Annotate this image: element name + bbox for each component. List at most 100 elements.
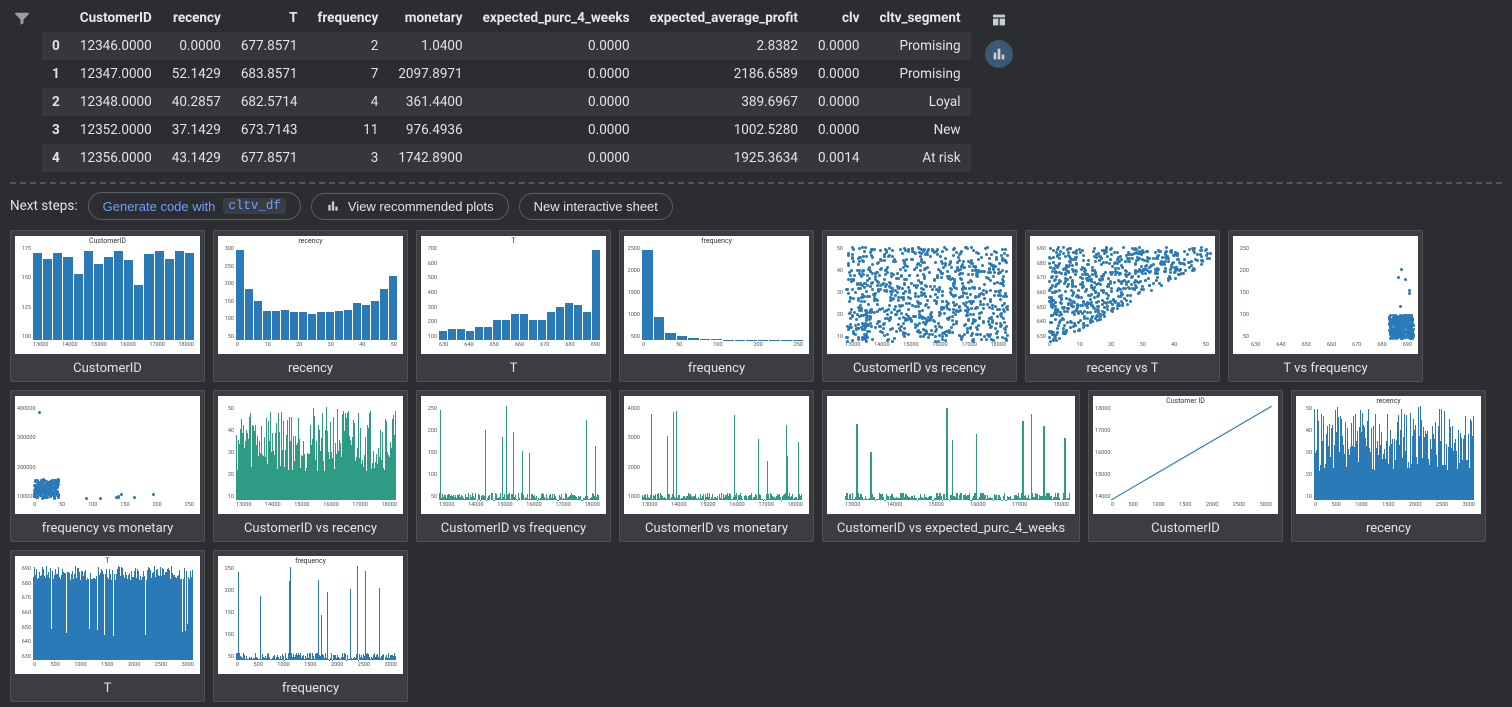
table-cell: 4 [42,144,70,172]
table-cell: 3 [42,116,70,144]
plot-thumbnail: Customer ID18000170001600015000140000500… [1093,396,1278,514]
table-cell: 0.0000 [473,32,640,60]
plot-label: CustomerID vs expected_purc_4_weeks [823,519,1079,541]
table-cell: 389.6967 [640,88,808,116]
table-cell: 682.5714 [231,88,308,116]
section-divider [10,182,1502,184]
plot-thumbnail: 5040302010130001400015000160001700018000 [827,236,1012,354]
table-cell: 12346.0000 [70,32,162,60]
plot-card[interactable]: 2502001501005013000140001500016000170001… [416,390,611,542]
table-row: 112347.000052.1429683.857172097.89710.00… [42,60,971,88]
plot-card[interactable]: 69068067066065064063001020304050recency … [1025,230,1220,382]
column-header: clv [808,4,870,32]
plot-thumbnail: 2502001501005013000140001500016000170001… [421,396,606,514]
chart-view-button[interactable] [985,40,1013,68]
plot-card[interactable]: 5040302010130001400015000160001700018000… [213,390,408,542]
plot-label: T [417,359,610,381]
filter-icon[interactable] [10,6,34,30]
table-row: 212348.000040.2857682.57144361.44000.000… [42,88,971,116]
plot-thumbnail: recency504030201005001000150020002500300… [1296,396,1481,514]
new-interactive-sheet-button[interactable]: New interactive sheet [519,193,673,220]
next-steps-bar: Next steps: Generate code with cltv_df V… [10,192,1502,220]
plots-grid: CustomerID175150125100130001400015000160… [10,230,1502,702]
table-cell: 0.0000 [473,144,640,172]
table-cell: 0.0000 [473,88,640,116]
plot-label: CustomerID vs monetary [620,519,813,541]
plot-card[interactable]: CustomerID175150125100130001400015000160… [10,230,205,382]
table-cell: 3 [308,144,389,172]
generate-code-prefix: Generate code with [103,199,216,214]
plot-thumbnail: 5040302010130001400015000160001700018000 [218,396,403,514]
view-recommended-plots-button[interactable]: View recommended plots [311,193,509,220]
plot-label: CustomerID [1089,519,1282,541]
table-cell: 0.0014 [808,144,870,172]
plot-thumbnail: T690680670660650640630050010001500200025… [15,556,200,674]
generate-code-button[interactable]: Generate code with cltv_df [88,192,301,220]
column-header: CustomerID [70,4,162,32]
column-header: expected_purc_4_weeks [473,4,640,32]
table-cell: 0 [42,32,70,60]
table-cell: 40.2857 [162,88,231,116]
plot-label: T [11,679,204,701]
table-cell: New [869,116,970,144]
table-row: 012346.00000.0000677.857121.04000.00002.… [42,32,971,60]
table-cell: 976.4936 [388,116,472,144]
plot-label: frequency [214,679,407,701]
table-cell: 677.8571 [231,144,308,172]
table-cell: 12347.0000 [70,60,162,88]
plot-card[interactable]: 25020015010050630640650660670680690T vs … [1228,230,1423,382]
plot-label: CustomerID vs recency [214,519,407,541]
table-cell: 673.7143 [231,116,308,144]
plot-thumbnail: 69068067066065064063001020304050 [1030,236,1215,354]
table-cell: 11 [308,116,389,144]
plot-card[interactable]: 5040302010130001400015000160001700018000… [822,230,1017,382]
table-cell: Loyal [869,88,970,116]
plot-label: recency [1292,519,1485,541]
table-cell: 12348.0000 [70,88,162,116]
plot-label: recency [214,359,407,381]
plot-thumbnail: 130001400015000160001700018000 [827,396,1075,514]
plot-thumbnail: 4000300020001000130001400015000160001700… [624,396,809,514]
table-cell: 12352.0000 [70,116,162,144]
plot-thumbnail: CustomerID175150125100130001400015000160… [15,236,200,354]
generate-code-var: cltv_df [223,198,286,214]
plot-label: frequency [620,359,813,381]
plot-card[interactable]: 130001400015000160001700018000 CustomerID… [822,390,1080,542]
plot-thumbnail: recency3002502001501005001020304050 [218,236,403,354]
column-header [42,4,70,32]
plot-card[interactable]: recency504030201005001000150020002500300… [1291,390,1486,542]
table-cell: 4 [308,88,389,116]
plot-card[interactable]: T690680670660650640630050010001500200025… [10,550,205,702]
table-cell: 1925.3634 [640,144,808,172]
table-cell: 37.1429 [162,116,231,144]
plot-thumbnail: frequency2502001501005005001000150020002… [218,556,403,674]
table-cell: 2097.8971 [388,60,472,88]
plot-label: CustomerID vs frequency [417,519,610,541]
table-cell: 0.0000 [808,88,870,116]
view-recommended-label: View recommended plots [348,199,494,214]
table-cell: Promising [869,60,970,88]
plot-card[interactable]: T700600500400300200100630640650660670680… [416,230,611,382]
plot-thumbnail: T700600500400300200100630640650660670680… [421,236,606,354]
table-row: 312352.000037.1429673.714311976.4936 0.00… [42,116,971,144]
column-header: T [231,4,308,32]
table-row: 412356.000043.1429677.857131742.89000.00… [42,144,971,172]
plot-card[interactable]: frequency2500200015001000500050100200250… [619,230,814,382]
table-cell: 0.0000 [808,116,870,144]
table-cell: 0.0000 [473,60,640,88]
plot-card[interactable]: recency3002502001501005001020304050 recen… [213,230,408,382]
table-cell: 2186.6589 [640,60,808,88]
plot-card[interactable]: 4000300020001000130001400015000160001700… [619,390,814,542]
table-cell: 2 [308,32,389,60]
table-cell: At risk [869,144,970,172]
plot-card[interactable]: Customer ID18000170001600015000140000500… [1088,390,1283,542]
table-cell: 1.0400 [388,32,472,60]
plot-label: CustomerID [11,359,204,381]
table-cell: 43.1429 [162,144,231,172]
plot-card[interactable]: 400000300000200000100000050100150200250f… [10,390,205,542]
table-cell: 1002.5280 [640,116,808,144]
new-sheet-label: New interactive sheet [534,199,658,214]
plot-card[interactable]: frequency2502001501005005001000150020002… [213,550,408,702]
table-cell: Promising [869,32,970,60]
table-view-button[interactable] [985,6,1013,34]
